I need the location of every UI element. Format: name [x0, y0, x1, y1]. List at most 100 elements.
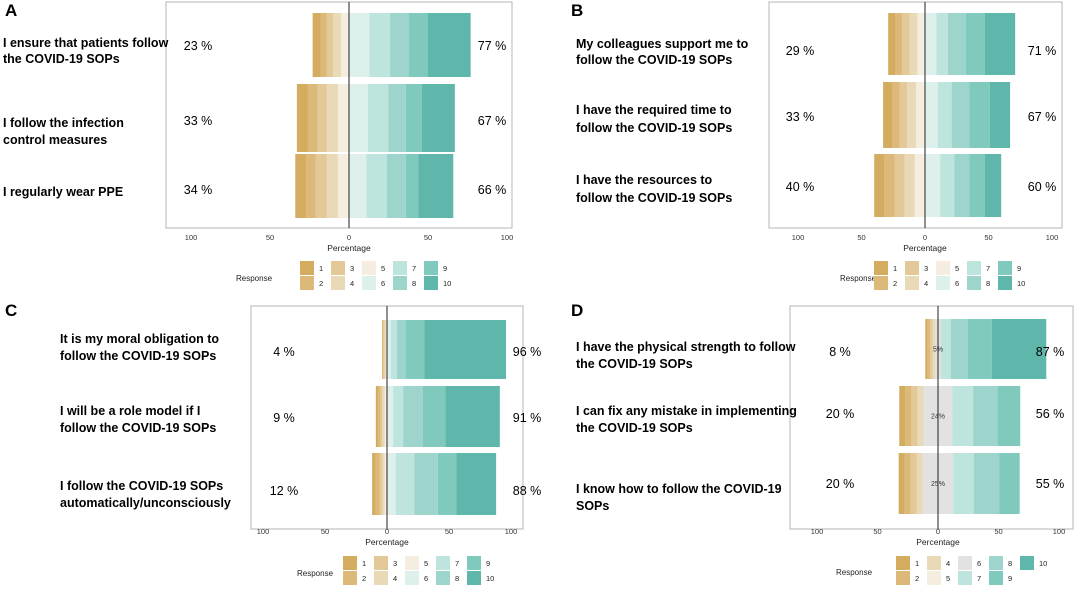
bar-segment-pos	[428, 13, 471, 77]
question-label: I have the resources to	[576, 173, 713, 187]
legend-label: 7	[412, 264, 416, 273]
panel-letter: B	[571, 1, 583, 20]
bar-segment-neg	[333, 13, 342, 77]
x-axis-title: Percentage	[916, 537, 960, 547]
bar-segment-neg	[382, 320, 384, 379]
bar-segment-neg	[378, 386, 381, 447]
x-tick-label: 50	[424, 233, 432, 242]
plot-area	[295, 13, 471, 218]
legend-label: 1	[362, 559, 366, 568]
bar-segment-pos	[954, 154, 970, 217]
legend-label: 3	[393, 559, 397, 568]
bar-segment-neg	[925, 319, 928, 379]
bar-segment-neg	[385, 320, 387, 379]
bar-group	[883, 82, 1011, 148]
legend-swatch	[374, 556, 388, 570]
bar-segment-pos	[445, 386, 500, 447]
bar-segment-pos	[386, 154, 406, 218]
bar-group	[296, 84, 455, 152]
negative-percent-label: 12 %	[270, 484, 299, 498]
bar-group: 24%	[899, 386, 1021, 446]
legend-swatch	[989, 571, 1003, 585]
bar-segment-pos	[405, 320, 425, 379]
bar-segment-pos	[349, 84, 368, 152]
x-tick-label: 100	[1053, 527, 1066, 536]
question-label: I can fix any mistake in implementing	[576, 404, 797, 418]
legend-swatch	[896, 556, 910, 570]
x-tick-label: 100	[185, 233, 198, 242]
legend-swatch	[905, 276, 919, 290]
legend-swatch	[936, 276, 950, 290]
legend-swatch	[331, 261, 345, 275]
legend-swatch	[393, 276, 407, 290]
bar-segment-neg	[317, 84, 327, 152]
bar-segment-neg	[383, 320, 385, 379]
bar-group	[375, 386, 500, 447]
bar-segment-neg	[894, 154, 905, 217]
panel-C: C It is my moral obligation to follow the …	[5, 301, 541, 585]
legend-label: 9	[1008, 574, 1012, 583]
bar-segment-neg	[312, 13, 321, 77]
bar-segment-pos	[369, 13, 391, 77]
question-label: follow the COVID-19 SOPs	[576, 121, 732, 135]
bar-segment-neg	[898, 453, 905, 514]
legend-label: 2	[319, 279, 323, 288]
bar-segment-neg	[307, 84, 318, 152]
bar-segment-neg	[891, 82, 900, 148]
bar-segment-neg	[909, 13, 918, 75]
panel-letter: C	[5, 301, 17, 320]
legend-title: Response	[840, 274, 877, 283]
bar-segment-neg	[899, 82, 908, 148]
x-tick-label: 100	[501, 233, 514, 242]
x-tick-label: 50	[321, 527, 329, 536]
negative-percent-label: 20 %	[826, 477, 855, 491]
legend-swatch	[927, 571, 941, 585]
bar-segment-neg	[384, 320, 386, 379]
bar-segment-neg	[914, 154, 925, 217]
bar-segment-neg	[904, 453, 911, 514]
panel-B: B My colleagues support me to follow the C…	[571, 1, 1063, 290]
positive-percent-label: 67 %	[1028, 110, 1057, 124]
legend-label: 3	[924, 264, 928, 273]
bar-group	[382, 320, 507, 379]
bar-segment-pos	[947, 13, 966, 75]
question-label: I regularly wear PPE	[3, 185, 123, 199]
bar-segment-neg	[384, 386, 387, 447]
bar-segment-pos	[424, 320, 507, 379]
bar-segment-pos	[367, 84, 389, 152]
bar-segment-pos	[409, 13, 428, 77]
bar-segment-pos	[951, 82, 970, 148]
positive-percent-label: 56 %	[1036, 407, 1065, 421]
plot-area	[372, 320, 507, 515]
legend-swatch	[874, 276, 888, 290]
bar-segment-pos	[387, 386, 394, 447]
bar-segment-neg	[306, 154, 316, 218]
bar-segment-pos	[387, 453, 396, 515]
x-tick-label: 50	[873, 527, 881, 536]
x-tick-label: 100	[257, 527, 270, 536]
positive-percent-label: 66 %	[478, 183, 507, 197]
question-label: follow the COVID-19 SOPs	[576, 53, 732, 67]
bar-segment-neg	[917, 386, 924, 446]
bar-segment-pos	[925, 82, 938, 148]
bar-segment-neg	[883, 82, 892, 148]
legend-label: 9	[1017, 264, 1021, 273]
legend-title: Response	[297, 569, 334, 578]
legend-label: 6	[955, 279, 959, 288]
bar-segment-pos	[989, 82, 1011, 148]
x-axis-title: Percentage	[327, 243, 371, 253]
legend-label: 2	[915, 574, 919, 583]
bar-segment-neg	[326, 84, 338, 152]
legend-swatch	[343, 571, 357, 585]
bar-segment-pos	[393, 386, 404, 447]
negative-percent-label: 20 %	[826, 407, 855, 421]
legend-swatch	[989, 556, 1003, 570]
bar-segment-pos	[925, 13, 937, 75]
positive-percent-label: 91 %	[513, 411, 542, 425]
bar-segment-neg	[874, 154, 885, 217]
negative-percent-label: 8 %	[829, 345, 851, 359]
x-axis-title: Percentage	[365, 537, 409, 547]
bar-segment-pos	[405, 84, 422, 152]
x-tick-label: 50	[994, 527, 1002, 536]
